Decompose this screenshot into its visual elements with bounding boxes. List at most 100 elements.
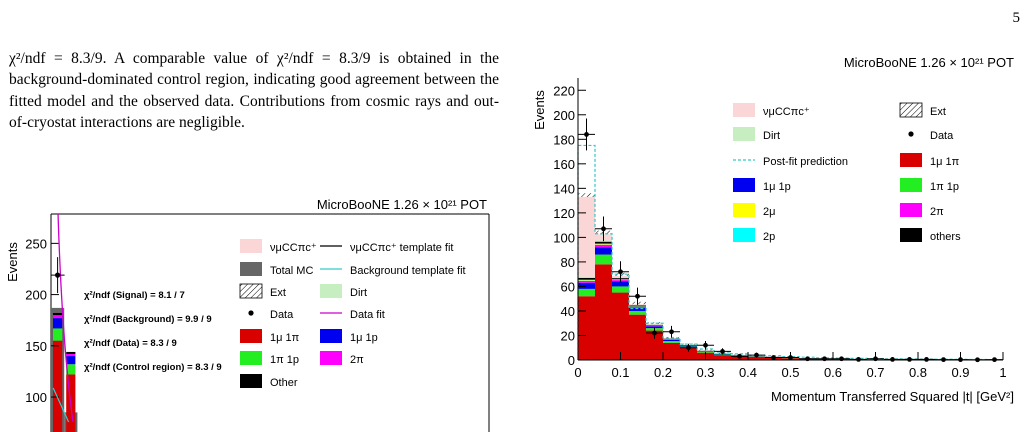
stack-bar-other: [595, 241, 612, 244]
data-point: [584, 132, 589, 137]
legend-swatch-0: [240, 239, 262, 253]
legend-label-3: Background template fit: [350, 265, 466, 277]
fit-result-chart-svg: MicroBooNE 1.26 × 10²¹ POT Events 250 200 15…: [5, 197, 490, 432]
y-tick-label: 60: [561, 279, 575, 294]
legend-label-7: 1π 1p: [930, 181, 959, 193]
data-fit-curve: [57, 213, 74, 423]
stack-bar-one_mu_one_p: [629, 307, 646, 311]
y-axis-label: Events: [5, 242, 20, 282]
legend-label-6: Data: [270, 309, 294, 321]
ext-hatched-bar: [646, 322, 663, 325]
data-point: [618, 269, 623, 275]
stack-bar-one_mu_one_p: [646, 326, 663, 329]
legend-swatch-12: [240, 374, 262, 388]
legend-label-9: 1μ 1p: [350, 332, 378, 344]
legend-swatch-5: [900, 153, 922, 167]
legend-label-12: Other: [270, 377, 298, 389]
legend-label-8: 2μ: [763, 206, 775, 218]
stack-bar-one_pi_one_p: [578, 288, 595, 297]
legend-swatch-1: [899, 102, 923, 118]
legend-label-8: 1μ 1π: [270, 332, 300, 344]
legend-swatch-3: [908, 131, 914, 137]
stack-bar-one_pi_one_p: [53, 328, 63, 341]
stack-bar-dirt: [578, 276, 595, 278]
stack-bar-other: [53, 313, 63, 316]
stack-bar-one_pi_one_p: [612, 286, 629, 293]
stack-bar-dirt: [629, 304, 646, 306]
fit-result-text: χ²/ndf (Background) = 9.9 / 9: [84, 314, 212, 325]
y-tick-label: 100: [553, 230, 575, 245]
legend-label-4: Post-fit prediction: [763, 156, 848, 168]
stack-bar-two_pi: [646, 325, 663, 327]
stack-bar-signal: [578, 196, 595, 277]
y-tick-label: 200: [25, 288, 47, 303]
legend-swatch-9: [320, 329, 342, 343]
legend-label-7: Data fit: [350, 309, 385, 321]
x-tick-label: 0.8: [909, 365, 927, 380]
x-tick-label: 0.3: [696, 365, 714, 380]
stack-bar-two_mu: [578, 280, 595, 281]
body-paragraph: χ²/ndf = 8.3/9. A comparable value of χ²…: [9, 48, 499, 133]
stack-bar-dirt: [595, 240, 612, 242]
post-fit-prediction-line: [577, 144, 1003, 361]
ext-hatched-bar: [578, 193, 595, 197]
stack-bar-two_mu: [595, 244, 612, 245]
legend-label-11: others: [930, 231, 961, 243]
legend-label-1: νμCCπc⁺ template fit: [350, 242, 453, 254]
momentum-transfer-chart: MicroBooNE 1.26 × 10²¹ POT Events Momentum…: [530, 50, 1025, 410]
y-tick-label: 140: [553, 181, 575, 196]
fit-result-text: χ²/ndf (Control region) = 8.3 / 9: [84, 362, 222, 373]
ext-hatched-bar: [697, 349, 714, 351]
legend-swatch-0: [733, 103, 755, 117]
stack-bar-two_pi: [53, 315, 63, 319]
stack-bar-two_pi: [629, 306, 646, 308]
data-point: [737, 353, 742, 359]
data-point: [652, 330, 657, 336]
data-point: [890, 356, 895, 362]
y-tick-label: 80: [561, 255, 575, 270]
fit-result-text: χ²/ndf (Data) = 8.3 / 9: [84, 338, 177, 349]
stack-bar-other: [629, 305, 646, 307]
data-point: [55, 272, 61, 278]
stack-bar-one_mu_one_p: [612, 281, 629, 287]
legend-label-5: Dirt: [350, 287, 367, 299]
y-tick-label: 250: [25, 236, 47, 251]
legend-label-3: Data: [930, 130, 954, 142]
data-point: [856, 356, 861, 362]
legend-swatch-9: [900, 203, 922, 217]
y-axis-label: Events: [532, 90, 547, 130]
y-tick-label: 40: [561, 304, 575, 319]
stack-bar-one_mu_one_pi: [595, 264, 612, 360]
fit-result-chart: MicroBooNE 1.26 × 10²¹ POT Events 250 200 15…: [0, 192, 500, 432]
stack-bar-two_pi: [595, 244, 612, 248]
legend-label-0: νμCCπc⁺: [270, 242, 317, 254]
stack-bar-one_mu_one_pi: [714, 355, 731, 360]
data-point: [635, 293, 640, 299]
legend-swatch-2: [733, 127, 755, 141]
stack-bar-other: [646, 324, 663, 326]
stack-bar-other: [578, 277, 595, 280]
legend-swatch-8: [733, 203, 755, 217]
legend-swatch-5: [320, 284, 342, 298]
x-axis-label: Momentum Transferred Squared |t| [GeV²]: [771, 389, 1014, 404]
x-tick-label: 0.1: [611, 365, 629, 380]
data-point: [924, 356, 929, 362]
background-fit-curve: [52, 387, 70, 423]
data-point: [703, 342, 708, 348]
data-point: [754, 352, 759, 358]
legend-label-10: 1π 1p: [270, 354, 299, 366]
stack-bar-one_pi_one_p: [66, 364, 76, 375]
legend-label-9: 2π: [930, 206, 944, 218]
stack-bar-one_mu_one_p: [663, 339, 680, 341]
y-tick-label: 0: [568, 353, 575, 368]
x-tick-label: 0.5: [781, 365, 799, 380]
y-tick-label: 160: [553, 157, 575, 172]
legend-label-0: νμCCπc⁺: [763, 106, 810, 118]
y-tick-label: 150: [25, 339, 47, 354]
data-point: [771, 355, 776, 360]
legend-label-5: 1μ 1π: [930, 156, 960, 168]
legend-swatch-6: [248, 310, 254, 316]
legend-label-6: 1μ 1p: [763, 181, 791, 193]
chart-title: MicroBooNE 1.26 × 10²¹ POT: [317, 197, 487, 212]
stack-bar-one_mu_one_pi: [629, 314, 646, 360]
